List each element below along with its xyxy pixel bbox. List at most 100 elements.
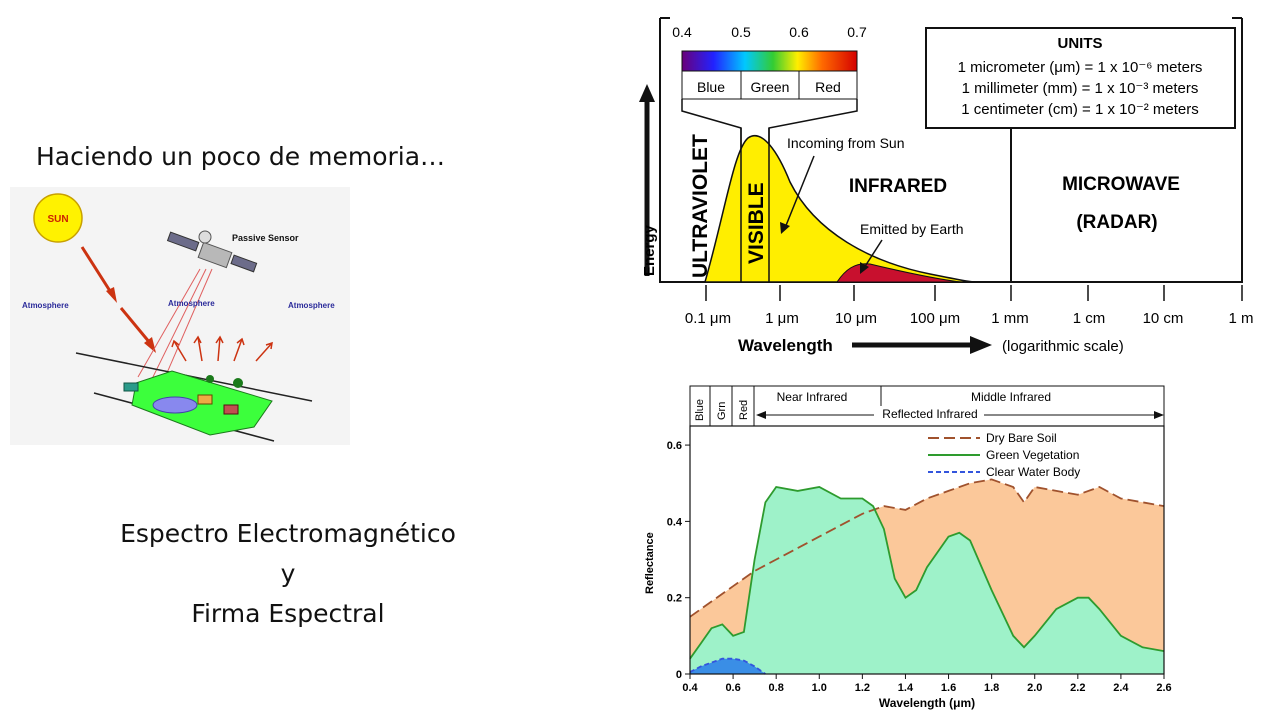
tree-icon bbox=[233, 378, 243, 388]
field-patch bbox=[123, 382, 139, 392]
emission-arrows bbox=[171, 335, 273, 362]
caption-line-3: Firma Espectral bbox=[191, 599, 385, 628]
x-axis-title: Wavelength (μm) bbox=[879, 696, 975, 710]
visible-label: VISIBLE bbox=[745, 182, 768, 264]
units-title: UNITS bbox=[1058, 35, 1103, 52]
infrared-label: INFRARED bbox=[849, 176, 947, 197]
radar-label: (RADAR) bbox=[1076, 212, 1157, 233]
incoming-pointer-head bbox=[780, 222, 790, 234]
ultraviolet-label: ULTRAVIOLET bbox=[689, 134, 712, 278]
wavelength-ticks bbox=[705, 285, 1243, 301]
atmosphere-label-left: Atmosphere bbox=[22, 301, 69, 310]
visible-tick-0.6: 0.6 bbox=[789, 24, 809, 40]
x-tick-0.1um: 0.1 μm bbox=[685, 310, 731, 327]
reflected-beam-3 bbox=[159, 268, 213, 390]
y-axis-title: Reflectance bbox=[644, 532, 656, 594]
x-tick-1mm: 1 mm bbox=[991, 310, 1029, 327]
band-header-blue: Blue bbox=[694, 399, 706, 421]
x-tick-label: 1.2 bbox=[855, 682, 870, 694]
x-tick-label: 1.0 bbox=[812, 682, 827, 694]
sun-ray-2 bbox=[119, 307, 152, 344]
x-tick-label: 2.0 bbox=[1027, 682, 1042, 694]
sensor-label: Passive Sensor bbox=[232, 233, 299, 243]
x-tick-label: 2.2 bbox=[1070, 682, 1085, 694]
satellite-icon bbox=[166, 230, 258, 273]
earth-energy-curve bbox=[836, 263, 961, 283]
sun-ray-1-head bbox=[106, 287, 117, 303]
x-tick-10cm: 10 cm bbox=[1143, 310, 1184, 327]
water-body bbox=[152, 396, 198, 414]
visible-tick-0.5: 0.5 bbox=[731, 24, 751, 40]
x-tick-100um: 100 μm bbox=[910, 310, 960, 327]
units-line-micrometer: 1 micrometer (μm) = 1 x 10⁻⁶ meters bbox=[958, 59, 1203, 76]
plot-frame bbox=[689, 425, 1165, 675]
ground-edge-top bbox=[75, 352, 313, 402]
y-tick-label: 0.6 bbox=[667, 440, 682, 452]
reflected-beam-2 bbox=[149, 268, 207, 384]
units-line-millimeter: 1 millimeter (mm) = 1 x 10⁻³ meters bbox=[962, 80, 1199, 97]
wavelength-axis-arrowhead bbox=[970, 336, 992, 354]
band-green-label: Green bbox=[751, 79, 790, 95]
x-tick-label: 2.4 bbox=[1113, 682, 1129, 694]
building-icon bbox=[223, 404, 239, 415]
x-tick-1cm: 1 cm bbox=[1073, 310, 1106, 327]
energy-axis-label: Energy bbox=[641, 224, 658, 276]
tree-icon bbox=[206, 375, 214, 383]
wavelength-axis-label: Wavelength bbox=[738, 336, 833, 355]
visible-tick-0.4: 0.4 bbox=[672, 24, 692, 40]
spectral-reflectance-chart: Blue Grn Red Near Infrared Middle Infrar… bbox=[644, 385, 1172, 710]
visible-tick-0.7: 0.7 bbox=[847, 24, 867, 40]
x-tick-label: 1.8 bbox=[984, 682, 999, 694]
log-scale-note: (logarithmic scale) bbox=[1002, 338, 1124, 355]
emitted-by-earth-label: Emitted by Earth bbox=[860, 221, 964, 237]
emitted-pointer bbox=[863, 239, 883, 269]
x-tick-10um: 10 μm bbox=[835, 310, 877, 327]
sun-label: SUN bbox=[47, 214, 68, 225]
series-line-soil bbox=[689, 478, 1165, 618]
x-tick-label: 0.6 bbox=[725, 682, 740, 694]
band-header-green: Grn bbox=[716, 402, 728, 420]
energy-axis-arrowhead bbox=[639, 84, 655, 102]
atmosphere-label-center: Atmosphere bbox=[168, 299, 215, 308]
sun-icon bbox=[33, 193, 83, 243]
band-red-label: Red bbox=[815, 79, 841, 95]
incoming-from-sun-label: Incoming from Sun bbox=[787, 135, 905, 151]
legend-label-vegetation: Green Vegetation bbox=[986, 448, 1079, 462]
caption-line-1: Espectro Electromagnético bbox=[120, 519, 456, 548]
legend-label-soil: Dry Bare Soil bbox=[986, 431, 1057, 445]
emitted-pointer-head bbox=[860, 262, 869, 274]
house-icon bbox=[197, 394, 213, 405]
x-tick-label: 1.4 bbox=[898, 682, 914, 694]
x-tick-label: 0.8 bbox=[769, 682, 784, 694]
passive-sensor-diagram: SUN Passive Sensor Atmosphere Atmosphere… bbox=[10, 187, 350, 445]
reflected-beam-1 bbox=[137, 268, 201, 378]
visible-band-box bbox=[681, 70, 858, 100]
caption-line-2: y bbox=[280, 559, 296, 588]
band-header-near-infrared: Near Infrared bbox=[777, 390, 848, 404]
series-line-vegetation bbox=[689, 486, 1165, 660]
legend-label-water: Clear Water Body bbox=[986, 465, 1080, 479]
sun-energy-curve bbox=[704, 135, 976, 283]
x-tick-1um: 1 μm bbox=[765, 310, 799, 327]
series-line-water bbox=[689, 657, 766, 675]
band-blue-label: Blue bbox=[697, 79, 725, 95]
y-tick-label: 0.2 bbox=[667, 593, 682, 605]
x-tick-1m: 1 m bbox=[1228, 310, 1253, 327]
visible-color-bar bbox=[681, 50, 858, 72]
x-tick-label: 2.6 bbox=[1156, 682, 1171, 694]
band-header-red: Red bbox=[738, 400, 750, 420]
incoming-pointer bbox=[784, 155, 815, 229]
sun-ray-1 bbox=[80, 246, 112, 292]
legend: Dry Bare Soil Green Vegetation Clear Wat… bbox=[928, 431, 1080, 479]
units-line-centimeter: 1 centimeter (cm) = 1 x 10⁻² meters bbox=[961, 101, 1199, 118]
y-tick-label: 0 bbox=[676, 669, 682, 681]
band-header-middle-infrared: Middle Infrared bbox=[971, 390, 1051, 404]
sun-ray-2-head bbox=[144, 337, 156, 353]
x-tick-label: 0.4 bbox=[682, 682, 698, 694]
band-header-reflected-infrared: Reflected Infrared bbox=[882, 407, 977, 421]
microwave-label: MICROWAVE bbox=[1062, 174, 1180, 195]
slide-caption: Espectro Electromagnético y Firma Espect… bbox=[100, 514, 476, 634]
atmosphere-label-right: Atmosphere bbox=[288, 301, 335, 310]
series-area-vegetation bbox=[690, 487, 1164, 674]
x-tick-label: 1.6 bbox=[941, 682, 956, 694]
